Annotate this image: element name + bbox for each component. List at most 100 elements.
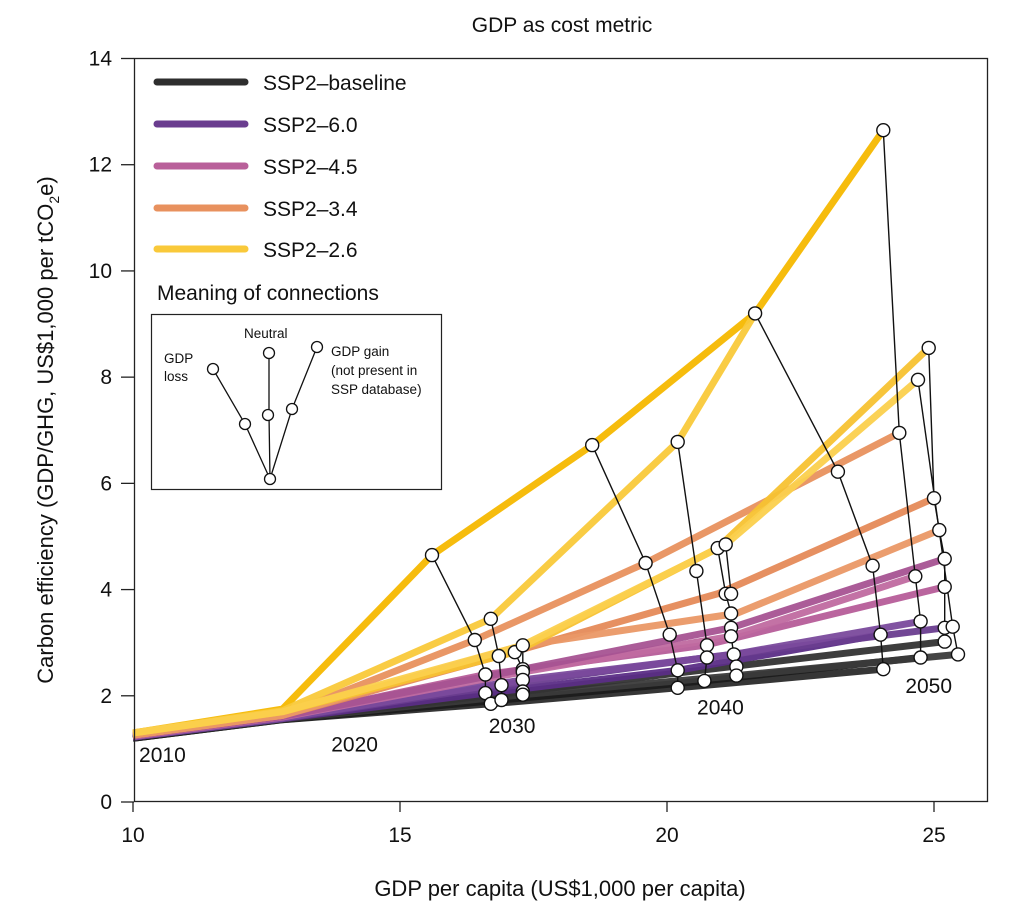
connections-inset: Meaning of connections GDP loss Neutral … bbox=[150, 282, 443, 491]
data-point bbox=[662, 627, 677, 642]
data-point bbox=[830, 464, 846, 479]
y-tick-label-2: 2 bbox=[100, 685, 112, 708]
inset-neutral-label: Neutral bbox=[244, 326, 288, 341]
inset-point bbox=[262, 346, 276, 360]
y-axis-title-subscript: 2 bbox=[46, 196, 62, 204]
year-label-2010: 2010 bbox=[139, 744, 186, 767]
legend-item-baseline: SSP2–baseline bbox=[153, 72, 407, 95]
inset-gain-label-2: (not present in bbox=[331, 363, 417, 378]
x-tick-label-10: 10 bbox=[121, 824, 144, 847]
legend-label: SSP2–6.0 bbox=[263, 114, 358, 137]
data-point bbox=[689, 563, 704, 579]
data-point bbox=[697, 673, 712, 689]
data-point bbox=[921, 340, 936, 356]
data-point bbox=[873, 627, 888, 642]
data-point bbox=[424, 547, 440, 563]
data-point bbox=[483, 611, 498, 626]
data-point bbox=[913, 650, 928, 665]
data-point bbox=[876, 122, 891, 138]
data-point bbox=[699, 638, 715, 653]
inset-box bbox=[150, 313, 443, 491]
data-point bbox=[585, 437, 600, 453]
data-point bbox=[726, 647, 741, 662]
inset-loss-label-2: loss bbox=[164, 369, 188, 384]
y-axis-title: Carbon efficiency (GDP/GHG, US$1,000 per… bbox=[33, 176, 62, 683]
legend-item-6-0: SSP2–6.0 bbox=[153, 114, 358, 137]
year-label-2050: 2050 bbox=[905, 675, 952, 698]
inset-point bbox=[310, 340, 324, 354]
data-point bbox=[945, 619, 960, 634]
data-point bbox=[670, 434, 685, 450]
x-axis-title: GDP per capita (US$1,000 per capita) bbox=[374, 876, 745, 901]
y-tick-label-14: 14 bbox=[89, 48, 113, 71]
data-point bbox=[494, 678, 509, 693]
data-point bbox=[865, 558, 880, 573]
inset-point bbox=[263, 472, 277, 486]
year-labels: 2010 2020 2030 2040 2050 bbox=[139, 675, 952, 767]
data-point bbox=[747, 306, 763, 321]
connection-line-1 bbox=[490, 618, 503, 700]
y-tick-label-0: 0 bbox=[100, 791, 112, 814]
legend-item-3-4: SSP2–3.4 bbox=[153, 198, 358, 221]
data-point bbox=[515, 638, 530, 653]
chart-title: GDP as cost metric bbox=[472, 14, 653, 37]
data-point bbox=[723, 586, 739, 601]
data-point bbox=[670, 680, 685, 695]
year-label-2030: 2030 bbox=[489, 715, 536, 738]
y-tick-label-10: 10 bbox=[89, 260, 112, 283]
connection-line-7 bbox=[725, 544, 732, 594]
x-tick-label-20: 20 bbox=[655, 824, 678, 847]
legend-item-2-6: SSP2–2.6 bbox=[153, 239, 358, 262]
data-point bbox=[723, 629, 739, 644]
y-axis-title-main: Carbon efficiency (GDP/GHG, US$1,000 per… bbox=[33, 204, 58, 684]
data-point bbox=[478, 667, 493, 682]
data-point bbox=[718, 537, 733, 552]
inset-title: Meaning of connections bbox=[157, 282, 379, 305]
point-layer bbox=[424, 122, 966, 711]
inset-gain-label-1: GDP gain bbox=[331, 344, 389, 359]
data-point bbox=[937, 634, 952, 649]
y-tick-label-12: 12 bbox=[89, 154, 112, 177]
data-point bbox=[638, 555, 653, 571]
x-axis: 10 15 20 25 bbox=[121, 802, 946, 847]
legend-label: SSP2–2.6 bbox=[263, 239, 358, 262]
data-point bbox=[729, 668, 744, 683]
data-point bbox=[913, 614, 928, 629]
x-tick-label-25: 25 bbox=[922, 824, 945, 847]
inset-point bbox=[261, 408, 275, 422]
series-line-ssp2-3.4-12 bbox=[132, 526, 941, 739]
data-point bbox=[723, 606, 739, 621]
data-point bbox=[491, 648, 506, 664]
data-point bbox=[892, 425, 907, 441]
data-point bbox=[670, 663, 685, 678]
data-point bbox=[926, 491, 942, 506]
legend-item-4-5: SSP2–4.5 bbox=[153, 156, 358, 179]
y-axis-title-end: e) bbox=[33, 176, 58, 196]
y-tick-label-4: 4 bbox=[100, 579, 112, 602]
year-label-2040: 2040 bbox=[697, 696, 744, 719]
legend-label: SSP2–baseline bbox=[263, 72, 407, 95]
legend-label: SSP2–3.4 bbox=[263, 198, 358, 221]
inset-point bbox=[238, 417, 252, 431]
data-point bbox=[515, 687, 530, 702]
legend-label: SSP2–4.5 bbox=[263, 156, 358, 179]
data-point bbox=[950, 647, 966, 662]
legend: SSP2–baseline SSP2–6.0 SSP2–4.5 SSP2–3.4… bbox=[153, 72, 407, 262]
data-point bbox=[699, 650, 715, 665]
year-label-2020: 2020 bbox=[331, 734, 378, 757]
data-point bbox=[937, 579, 952, 595]
inset-gain-label-3: SSP database) bbox=[331, 382, 422, 397]
data-point bbox=[910, 372, 926, 387]
data-point bbox=[876, 662, 891, 677]
y-tick-label-6: 6 bbox=[100, 472, 112, 495]
data-point bbox=[937, 551, 952, 566]
y-axis: 0 2 4 6 8 10 12 14 bbox=[89, 48, 134, 814]
data-point bbox=[494, 692, 509, 708]
data-point bbox=[932, 522, 947, 538]
y-tick-label-8: 8 bbox=[100, 366, 112, 389]
inset-point bbox=[206, 362, 220, 376]
data-point bbox=[908, 569, 923, 584]
inset-loss-label-1: GDP bbox=[164, 351, 193, 366]
connection-line-11 bbox=[917, 379, 959, 655]
